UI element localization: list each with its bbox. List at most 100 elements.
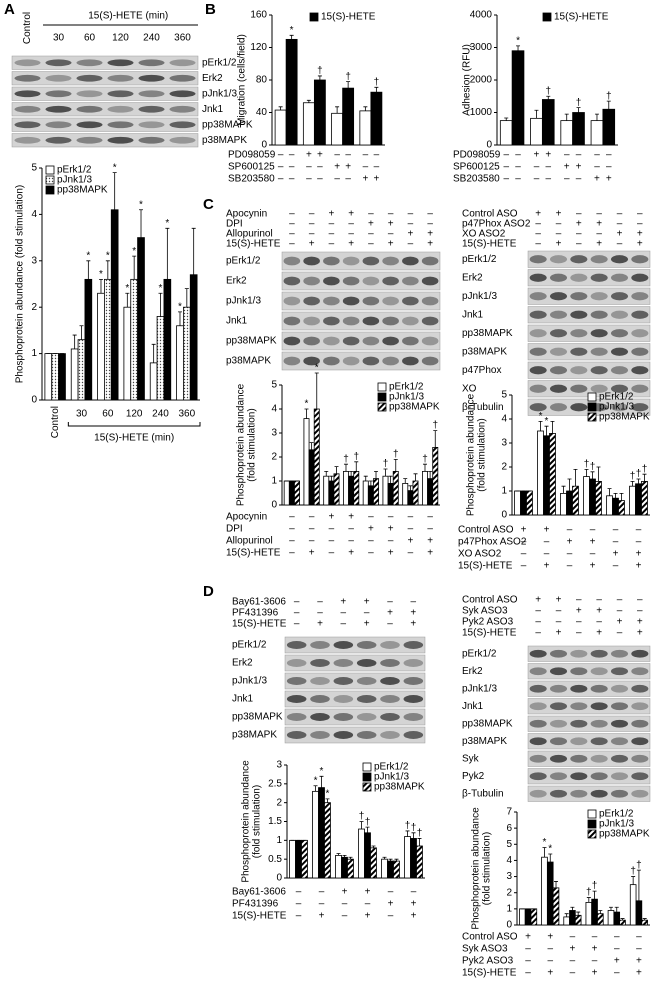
bar [343,470,349,506]
treatment-label: 15(S)-HETE [226,239,281,250]
panel-letter: C [203,196,214,213]
legend-label: pJnk1/3 [374,772,409,783]
blot-band [631,329,649,338]
error-bar [374,471,379,479]
treatment-sign: + [614,956,620,967]
treatment-sign: + [544,525,550,536]
blot-band [529,273,547,282]
y-axis-label: (fold stimulation) [247,408,258,481]
error-bar [336,853,341,856]
error-bar [346,81,351,89]
blot-band [323,256,340,266]
treatment-sign: – [525,956,531,967]
treatment-sign: + [545,150,551,161]
blot-band [45,136,72,144]
treatment-sign: – [525,944,531,955]
bar [549,432,556,516]
blot-band [286,713,307,721]
blot-strip [527,663,651,680]
treatment-sign: – [556,606,562,617]
blot-band [45,105,72,113]
blot-band [529,366,547,375]
blot-band [342,336,360,346]
treatment-sign: – [334,150,340,161]
blot-band [549,292,568,301]
treatment-sign: – [289,524,295,535]
treatment-sign: + [364,619,370,630]
blot-band [323,296,340,306]
blot-band [631,384,649,393]
treatment-label: Control ASO [462,209,518,220]
bar [77,339,86,401]
error-bar [607,488,612,496]
error-bar [564,113,569,121]
bar [367,485,374,506]
blot-band [138,136,165,144]
bar [530,117,543,146]
treatment-sign: – [309,209,315,220]
bar [283,480,290,506]
blot-band [529,649,547,658]
blot-band [333,695,354,703]
blot-band [323,276,340,286]
significance-marker: † [576,97,582,108]
treatment-sign: + [411,899,417,910]
blot-label: pJnk1/3 [462,291,497,302]
treatment-sign: + [365,887,371,898]
treatment-sign: – [368,548,374,559]
bar [563,916,570,926]
significance-marker: * [326,789,330,800]
significance-marker: † [584,459,590,470]
blot-band [362,356,380,366]
treatment-sign: – [564,150,570,161]
bar [381,858,388,879]
blot-band [362,336,380,346]
error-bar [313,785,318,792]
blot-band [138,59,165,67]
treatment-sign: – [364,608,370,619]
legend-swatch [587,829,597,839]
error-bar [606,100,611,110]
bar [585,902,593,926]
bar [342,87,355,146]
blot-band [310,731,330,739]
error-bar [72,334,77,349]
blot-band [169,136,196,144]
error-bar [319,775,324,788]
x-axis-label: 15(S)-HETE (min) [94,433,174,444]
blot-band [570,754,588,763]
significance-marker: † [545,86,551,97]
treatment-label: XO ASO2 [458,549,502,560]
bracket [67,422,201,427]
blot-band [342,296,360,306]
significance-marker: † [345,71,351,82]
bar [289,839,296,879]
treatment-sign: – [427,209,433,220]
blot-band [610,384,629,393]
blot-label: p38MAPK [462,736,507,747]
error-bar [598,910,603,914]
treatment-label: 15(S)-HETE [458,561,513,572]
error-bar [642,918,647,921]
treatment-sign: – [614,944,620,955]
treatment-label: Apocynin [226,512,267,523]
treatment-sign: – [576,628,582,639]
bar [612,497,619,516]
bar [51,353,59,401]
treatment-sign: – [368,229,374,240]
treatment-sign: + [388,239,394,250]
blot-band [610,702,629,711]
significance-marker: † [353,451,359,462]
treatment-sign: – [427,219,433,230]
y-axis-label: (fold stimulation) [477,418,488,491]
bar [392,470,399,506]
treatment-sign: – [592,932,598,943]
blot-band [549,255,568,264]
bar [606,495,613,516]
treatment-sign: + [427,229,433,240]
blot-band [362,276,380,286]
error-bar [576,911,581,916]
significance-marker: † [630,471,636,482]
blot-band [529,310,547,319]
bar [427,478,434,506]
